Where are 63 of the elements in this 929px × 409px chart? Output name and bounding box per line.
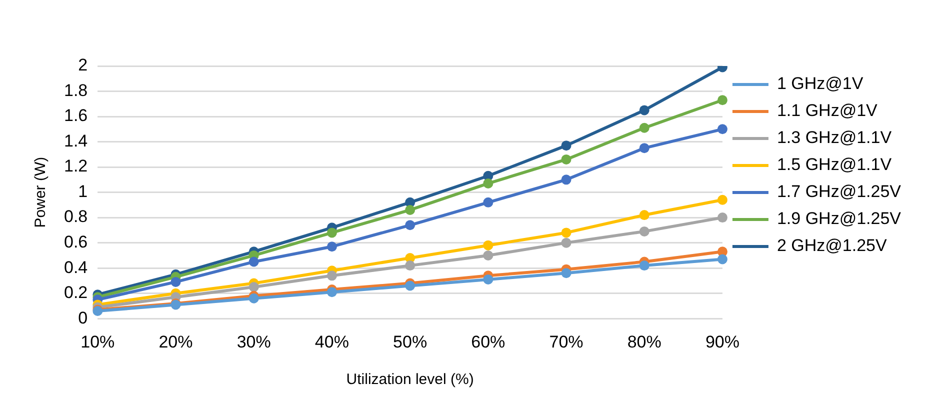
legend-label: 2 GHz@1.25V: [776, 236, 888, 256]
point: [483, 274, 494, 284]
y-tick-label: 0.4: [64, 258, 88, 277]
point: [326, 242, 337, 252]
point: [639, 226, 650, 236]
x-tick-label: 40%: [314, 332, 349, 352]
point: [483, 240, 494, 250]
point: [717, 124, 728, 134]
x-tick-label: 80%: [627, 332, 662, 352]
y-tick-label: 0: [78, 308, 88, 328]
point: [639, 122, 650, 133]
x-tick-label: 30%: [236, 332, 271, 352]
legend-label: 1.9 GHz@1.25V: [776, 209, 902, 228]
y-tick-label: 1.2: [64, 156, 88, 176]
point: [639, 260, 650, 271]
point: [326, 270, 337, 281]
x-tick-label: 90%: [705, 332, 740, 352]
y-tick-label: 1.8: [64, 80, 88, 100]
point: [561, 268, 572, 278]
x-tick-label: 10%: [80, 332, 115, 352]
point: [170, 276, 181, 287]
legend-label: 1.5 GHz@1.1V: [776, 155, 892, 174]
legend-label: 1 GHz@1V: [776, 74, 864, 94]
legend-label: 1.3 GHz@1.1V: [776, 128, 892, 148]
point: [483, 250, 494, 260]
point: [639, 210, 650, 220]
point: [561, 238, 572, 248]
y-tick-label: 1.6: [64, 106, 88, 126]
x-axis-title: Utilization level (%): [346, 371, 474, 388]
y-tick-label: 1: [78, 182, 88, 201]
y-tick-label: 0.2: [64, 283, 88, 302]
point: [405, 220, 416, 230]
x-tick-label: 50%: [393, 332, 428, 352]
x-tick-label: 20%: [158, 332, 193, 352]
point: [717, 254, 728, 264]
point: [405, 260, 416, 271]
legend-label: 1.1 GHz@1V: [776, 101, 878, 120]
point: [248, 256, 259, 267]
point: [483, 197, 494, 208]
point: [405, 280, 416, 291]
point: [561, 174, 572, 185]
point: [326, 228, 337, 238]
point: [561, 154, 572, 164]
y-tick-label: 0.6: [64, 232, 88, 252]
point: [561, 140, 572, 151]
point: [483, 178, 494, 188]
y-tick-label: 2: [78, 56, 88, 75]
y-tick-label: 0.8: [64, 207, 88, 226]
point: [639, 143, 650, 154]
legend-label: 1.7 GHz@1.25V: [776, 182, 902, 202]
x-tick-label: 60%: [471, 332, 506, 352]
point: [717, 212, 728, 223]
x-tick-label: 70%: [549, 332, 584, 352]
y-axis-title: Power (W): [32, 156, 50, 228]
point: [561, 228, 572, 238]
point: [248, 282, 259, 292]
point: [717, 95, 728, 106]
y-tick-label: 1.4: [64, 131, 88, 150]
point: [639, 105, 650, 116]
point: [717, 194, 728, 205]
point: [405, 204, 416, 215]
point: [248, 293, 259, 304]
point: [326, 287, 337, 298]
